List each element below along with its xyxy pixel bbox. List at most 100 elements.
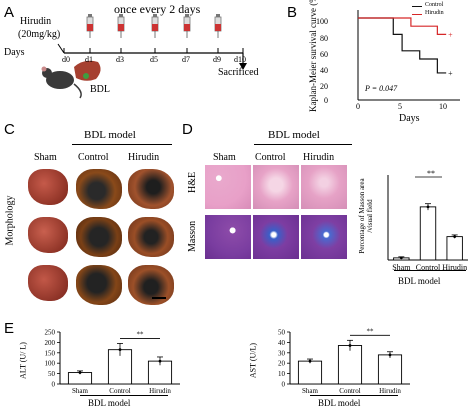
km-ylabel: Kaplan-Meier survival curve (%)	[308, 0, 318, 112]
data-point	[118, 348, 122, 352]
liver-image-control-2	[76, 217, 122, 257]
day-label: d5	[150, 55, 158, 64]
y-tick-label: 20	[278, 360, 286, 368]
x-tick-label: Sham	[72, 387, 89, 395]
km-xtick: 5	[398, 102, 402, 111]
group-bracket	[254, 144, 352, 145]
masson-group-label: BDL model	[398, 276, 441, 286]
km-censor-mark: +	[448, 69, 453, 78]
km-xtick: 0	[356, 102, 360, 111]
day-label: d7	[182, 55, 190, 64]
x-tick-label: Control	[109, 387, 130, 395]
legend-label-control: Control	[425, 2, 444, 8]
syringe-icon	[151, 14, 159, 38]
liver-image-hirudin-3	[128, 265, 174, 305]
y-tick-label: 100	[45, 360, 56, 368]
data-point	[426, 205, 430, 209]
scale-bar	[152, 297, 166, 299]
x-tick-label: Hirudin	[149, 387, 171, 395]
panel-e-label: E	[4, 320, 15, 337]
ast-group-label: BDL model	[318, 398, 361, 408]
x-tick-label: Sham	[392, 263, 411, 272]
significance-label: **	[137, 330, 145, 338]
x-tick-label: Sham	[302, 387, 319, 395]
legend-swatch-control	[412, 6, 422, 7]
liver-image-hirudin-1	[128, 169, 174, 209]
morphology-label: Morphology	[4, 195, 16, 246]
km-ytick: 100	[316, 17, 328, 26]
masson-bar-chart: Sham Control Hirudin	[387, 175, 468, 272]
day-label: d0	[62, 55, 70, 64]
km-xlabel: Days	[399, 113, 420, 124]
km-ytick: 60	[320, 50, 328, 59]
column-sham: Sham	[34, 152, 57, 163]
masson-sig-label: **	[427, 169, 435, 178]
data-point	[158, 359, 162, 363]
liver-image-control-3	[76, 265, 122, 305]
syringe-icon	[214, 14, 222, 38]
y-tick-label: 30	[278, 349, 286, 357]
data-point	[399, 256, 403, 260]
group-bracket	[72, 144, 172, 145]
panel-a-label: A	[4, 4, 15, 21]
legend-label-hirudin: Hirudin	[425, 10, 444, 16]
bar	[337, 345, 363, 385]
masson-image-hirudin	[301, 215, 347, 259]
panel-d-group-title: BDL model	[268, 129, 320, 141]
group-bracket	[80, 395, 168, 396]
he-image-hirudin	[301, 165, 347, 209]
km-ytick: 80	[320, 34, 328, 43]
day-label: d1	[85, 55, 93, 64]
dose-label: (20mg/kg)	[18, 29, 61, 40]
arrow-down-icon	[239, 63, 247, 70]
km-censor-mark: +	[448, 30, 453, 39]
bar	[446, 236, 463, 261]
morphology-grid	[24, 167, 178, 310]
group-bracket	[394, 270, 466, 271]
he-image-sham	[205, 165, 251, 209]
syringe-icon	[117, 14, 125, 38]
panel-c-group-title: BDL model	[84, 129, 136, 141]
schedule-label: once every 2 days	[114, 2, 201, 16]
y-tick-label: 40	[278, 339, 286, 347]
bar	[297, 360, 323, 385]
hirudin-label: Hirudin	[20, 16, 52, 27]
kaplan-meier-chart: ++	[357, 10, 460, 101]
group-bracket	[310, 395, 398, 396]
column-hirudin: Hirudin	[128, 152, 160, 163]
masson-image-sham	[205, 215, 251, 259]
day-label: d9	[213, 55, 221, 64]
masson-image-control	[253, 215, 299, 259]
km-ytick: 0	[324, 96, 328, 105]
syringe-icon	[183, 14, 191, 38]
syringe-icon	[86, 14, 94, 38]
ast-ylabel: AST (U/L)	[248, 342, 258, 379]
data-point	[348, 344, 352, 347]
alt-bar-chart: 0 50 100 150 200 250 Sham Control Hirudin **	[45, 329, 180, 395]
liver-image-sham-3	[28, 265, 68, 301]
x-tick-label: Control	[339, 387, 360, 395]
liver-image-control-1	[76, 169, 122, 209]
timeline-diagram	[41, 14, 247, 99]
row-masson: Masson	[187, 220, 198, 252]
y-tick-label: 200	[45, 339, 56, 347]
bar	[419, 206, 437, 261]
panel-d-label: D	[182, 121, 193, 138]
column-control: Control	[255, 152, 286, 163]
km-ytick: 40	[320, 66, 328, 75]
y-tick-label: 50	[278, 329, 286, 337]
liver-image-sham-1	[28, 169, 68, 205]
day-label: d10	[234, 55, 246, 64]
sacrificed-label: Sacrificed	[218, 67, 259, 78]
liver-image-hirudin-2	[128, 217, 174, 257]
column-hirudin: Hirudin	[303, 152, 335, 163]
legend-swatch-hirudin	[412, 14, 422, 15]
x-tick-label: Hirudin	[442, 263, 467, 272]
y-tick-label: 0	[52, 381, 56, 389]
row-he: H&E	[187, 171, 198, 193]
km-ytick: 20	[320, 82, 328, 91]
panel-b-label: B	[287, 4, 298, 21]
ast-bar-chart: 0 10 20 30 40 50 Sham Control Hirudin **	[278, 327, 410, 395]
y-tick-label: 150	[45, 349, 56, 357]
data-point	[453, 235, 457, 239]
